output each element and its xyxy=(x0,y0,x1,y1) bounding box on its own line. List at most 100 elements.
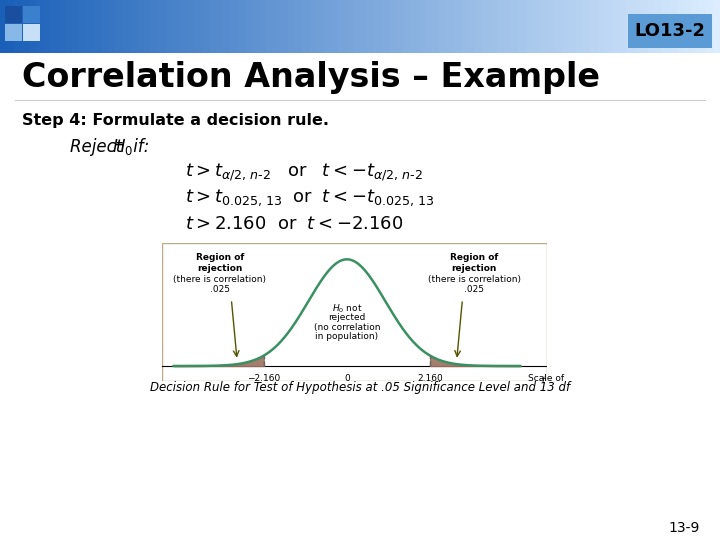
Bar xyxy=(490,0,497,53)
Bar xyxy=(23,24,40,41)
Bar xyxy=(628,14,712,48)
Bar xyxy=(583,0,590,53)
Text: if:: if: xyxy=(128,138,149,156)
Bar xyxy=(230,0,238,53)
Bar xyxy=(216,0,223,53)
Bar xyxy=(396,0,403,53)
Bar xyxy=(166,0,173,53)
Bar xyxy=(410,0,418,53)
Text: .025: .025 xyxy=(210,285,230,294)
Bar xyxy=(29,0,36,53)
Bar xyxy=(353,0,360,53)
Bar xyxy=(324,0,331,53)
Text: Region of: Region of xyxy=(450,253,498,262)
Bar xyxy=(713,0,720,53)
Bar xyxy=(562,0,569,53)
Text: Correlation Analysis – Example: Correlation Analysis – Example xyxy=(22,62,600,94)
Bar xyxy=(310,0,317,53)
Bar xyxy=(317,0,324,53)
Bar xyxy=(50,0,58,53)
Text: $H_0$ not: $H_0$ not xyxy=(332,302,362,315)
Bar xyxy=(576,0,583,53)
Bar xyxy=(302,0,310,53)
Bar xyxy=(22,0,29,53)
Bar xyxy=(504,0,511,53)
Bar xyxy=(151,0,158,53)
Bar xyxy=(461,0,468,53)
Bar xyxy=(518,0,526,53)
Bar xyxy=(648,0,655,53)
Bar xyxy=(662,0,670,53)
Bar xyxy=(691,0,698,53)
Bar xyxy=(259,0,266,53)
Bar xyxy=(338,0,346,53)
Bar xyxy=(281,0,288,53)
Bar xyxy=(79,0,86,53)
Bar xyxy=(389,0,396,53)
Bar xyxy=(101,0,108,53)
Text: 0: 0 xyxy=(344,374,350,383)
Bar xyxy=(122,0,130,53)
Bar xyxy=(245,0,252,53)
Bar xyxy=(173,0,180,53)
Bar xyxy=(266,0,274,53)
Bar xyxy=(295,0,302,53)
Bar xyxy=(374,0,382,53)
Bar xyxy=(482,0,490,53)
Bar xyxy=(5,24,22,41)
Bar xyxy=(425,0,432,53)
Bar xyxy=(698,0,706,53)
Bar xyxy=(115,0,122,53)
Bar xyxy=(418,0,425,53)
Text: $t$: $t$ xyxy=(541,374,547,385)
Text: Reject: Reject xyxy=(70,138,127,156)
Bar xyxy=(540,0,547,53)
Bar xyxy=(619,0,626,53)
Bar xyxy=(468,0,475,53)
Bar xyxy=(209,0,216,53)
Text: 2.160: 2.160 xyxy=(417,374,443,383)
Bar xyxy=(130,0,137,53)
Bar xyxy=(252,0,259,53)
Bar xyxy=(238,0,245,53)
Bar xyxy=(655,0,662,53)
Bar xyxy=(497,0,504,53)
Bar xyxy=(14,0,22,53)
Bar xyxy=(360,0,367,53)
Bar xyxy=(612,0,619,53)
Bar xyxy=(454,0,461,53)
Bar xyxy=(511,0,518,53)
Bar xyxy=(446,0,454,53)
Text: Region of: Region of xyxy=(196,253,244,262)
Bar xyxy=(569,0,576,53)
Text: −2.160: −2.160 xyxy=(247,374,280,383)
Bar xyxy=(554,0,562,53)
Text: .025: .025 xyxy=(464,285,484,294)
Text: $H_0$: $H_0$ xyxy=(112,137,133,157)
Bar xyxy=(670,0,677,53)
Bar xyxy=(634,0,641,53)
Text: Scale of: Scale of xyxy=(528,374,567,383)
Bar xyxy=(547,0,554,53)
Text: Decision Rule for Test of Hypothesis at .05 Significance Level and 13 df: Decision Rule for Test of Hypothesis at … xyxy=(150,381,570,395)
Text: $t > t_{\alpha/2,\,n\text{-}2}$$\;$  or  $\;$$t < -t_{\alpha/2,\,n\text{-}2}$: $t > t_{\alpha/2,\,n\text{-}2}$$\;$ or $… xyxy=(185,161,423,183)
Text: (there is correlation): (there is correlation) xyxy=(428,275,521,284)
Text: LO13-2: LO13-2 xyxy=(634,22,706,40)
Text: Step 4: Formulate a decision rule.: Step 4: Formulate a decision rule. xyxy=(22,112,329,127)
Bar xyxy=(5,6,22,23)
Bar xyxy=(7,0,14,53)
Bar xyxy=(158,0,166,53)
Bar xyxy=(43,0,50,53)
Bar xyxy=(706,0,713,53)
Bar xyxy=(194,0,202,53)
Bar xyxy=(533,0,540,53)
Text: $t > t_{0.025,\,13}$$\;$ or $\;$$t < -t_{0.025,\,13}$: $t > t_{0.025,\,13}$$\;$ or $\;$$t < -t_… xyxy=(185,188,435,208)
Bar xyxy=(274,0,281,53)
Bar xyxy=(432,0,439,53)
Text: $t > 2.160$  or  $t < -2.160$: $t > 2.160$ or $t < -2.160$ xyxy=(185,215,403,233)
Bar xyxy=(331,0,338,53)
Bar xyxy=(108,0,115,53)
Bar xyxy=(677,0,684,53)
Bar xyxy=(94,0,101,53)
Bar xyxy=(23,6,40,23)
